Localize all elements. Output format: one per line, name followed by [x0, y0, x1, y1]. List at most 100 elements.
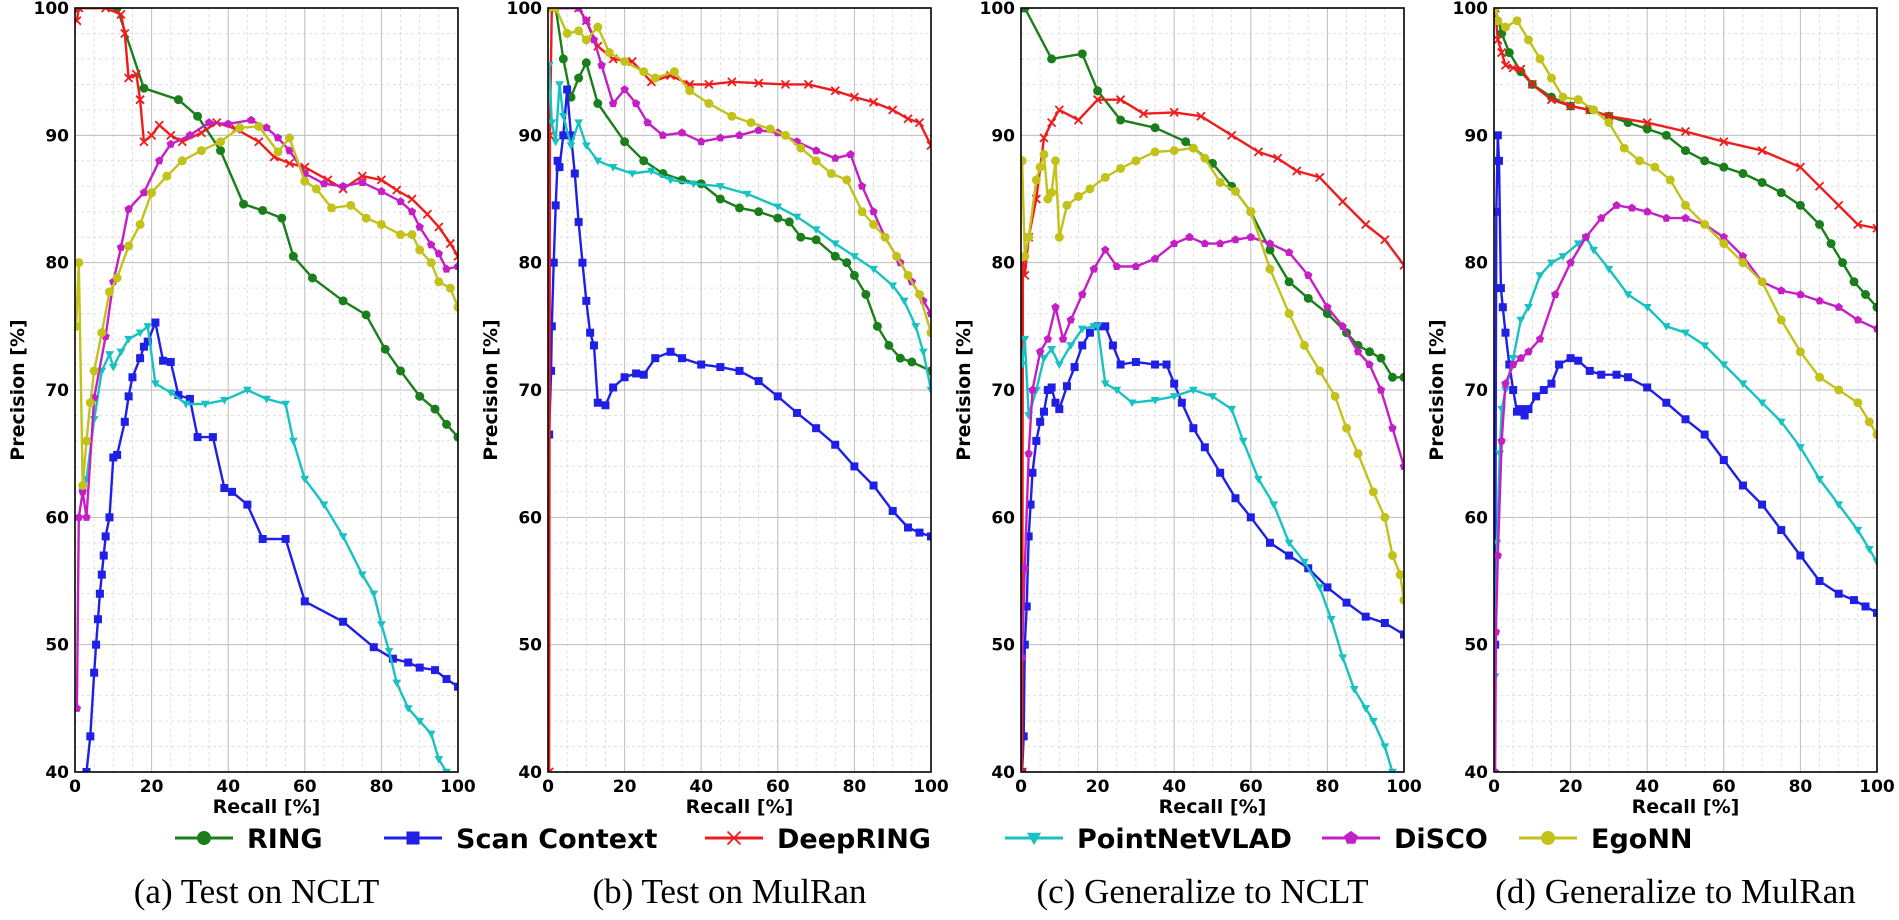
data-point [338, 296, 348, 306]
data-point [632, 369, 641, 378]
data-point [1834, 385, 1844, 395]
panel-caption: (a) Test on NCLT [134, 872, 379, 911]
data-point [754, 377, 763, 386]
data-point [846, 150, 855, 158]
data-point [926, 140, 931, 151]
data-point [1872, 223, 1877, 233]
data-point [81, 436, 91, 446]
data-point [1315, 172, 1325, 182]
data-point [548, 767, 554, 772]
data-point [1524, 304, 1533, 312]
data-point [430, 404, 440, 414]
data-point [1284, 277, 1294, 287]
data-point [1342, 598, 1351, 607]
data-point [1796, 290, 1805, 299]
data-point [1284, 539, 1294, 548]
data-point [1077, 325, 1087, 334]
data-point [1757, 145, 1767, 156]
data-point [746, 118, 756, 128]
data-point [915, 290, 925, 299]
y-tick-label: 60 [45, 508, 69, 528]
y-tick-label: 100 [1453, 0, 1489, 19]
data-point [415, 391, 425, 401]
y-axis-label: Precision [%] [480, 319, 502, 460]
data-point [1826, 239, 1836, 249]
data-point [697, 360, 706, 369]
legend-label: RING [247, 824, 323, 855]
data-point [1116, 115, 1126, 125]
data-point [346, 200, 356, 210]
data-point [1093, 323, 1102, 331]
data-point [89, 366, 99, 376]
data-point [1073, 191, 1083, 201]
data-point [1853, 315, 1862, 324]
data-point [1101, 322, 1110, 331]
data-point [1021, 767, 1027, 772]
data-point [1573, 95, 1583, 105]
plot-area [1494, 8, 1877, 772]
data-point [826, 169, 836, 179]
data-point [792, 408, 801, 417]
data-point [1516, 353, 1525, 362]
data-point [1501, 379, 1510, 388]
data-point [1681, 415, 1690, 424]
legend-marker [197, 831, 211, 845]
series-ring [75, 8, 458, 442]
data-point [1116, 163, 1126, 173]
data-point [548, 130, 555, 140]
data-point [803, 79, 814, 90]
data-point [888, 282, 898, 290]
data-point [254, 121, 264, 131]
data-point [1215, 177, 1225, 187]
data-point [243, 500, 252, 509]
series-scan-context [548, 85, 931, 541]
data-point [288, 251, 298, 261]
data-point [1181, 137, 1191, 147]
data-point [1524, 347, 1533, 356]
data-point [549, 258, 558, 267]
data-point [1022, 602, 1031, 611]
data-point [1100, 380, 1110, 389]
data-point [551, 138, 561, 147]
data-point [415, 245, 425, 255]
data-point [1546, 73, 1556, 83]
data-point [773, 203, 783, 212]
data-point [918, 348, 928, 357]
data-point [228, 487, 237, 496]
data-point [454, 682, 458, 691]
series-disco [1494, 201, 1877, 772]
data-point [727, 111, 737, 121]
data-point [1551, 290, 1560, 299]
data-point [566, 131, 575, 140]
data-point [548, 366, 556, 375]
y-tick-label: 40 [1464, 763, 1488, 783]
y-tick-label: 100 [980, 0, 1016, 19]
data-point [442, 675, 451, 684]
data-point [1524, 405, 1533, 414]
x-tick-label: 60 [766, 777, 790, 797]
data-point [1380, 619, 1389, 628]
data-point [1342, 423, 1352, 433]
data-point [376, 175, 387, 185]
data-point [89, 416, 99, 424]
data-point [220, 484, 229, 493]
data-point [562, 28, 572, 38]
data-point [555, 163, 564, 172]
data-point [376, 219, 386, 229]
data-point [1066, 315, 1075, 324]
series-egonn [548, 8, 931, 338]
data-point [857, 181, 867, 190]
data-point [1265, 239, 1275, 248]
data-point [407, 207, 417, 216]
data-point [1399, 372, 1404, 382]
data-point [735, 130, 744, 139]
data-point [82, 512, 91, 521]
x-axis-label: Recall [%] [1632, 796, 1740, 818]
y-tick-label: 80 [45, 254, 69, 274]
data-point [204, 118, 214, 127]
data-point [407, 230, 417, 240]
data-point [415, 717, 425, 726]
y-tick-label: 80 [991, 254, 1015, 274]
x-tick-label: 60 [1712, 777, 1736, 797]
series-pointnetvlad [78, 323, 451, 772]
